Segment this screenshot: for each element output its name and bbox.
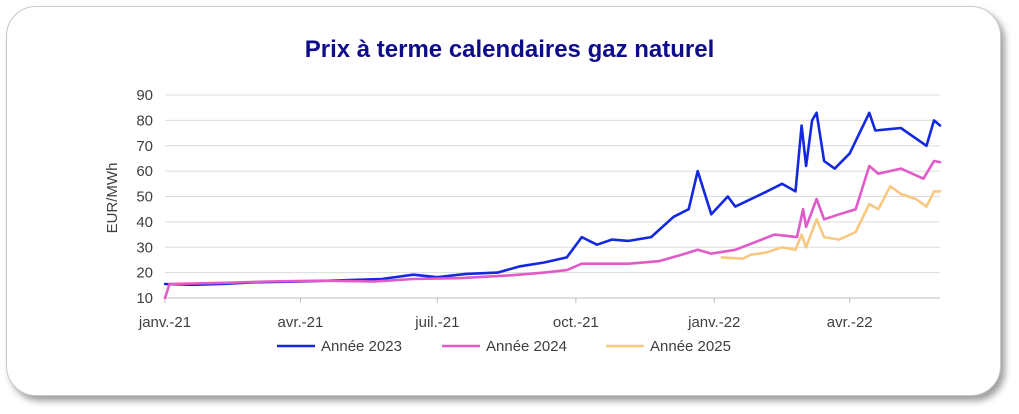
legend: Année 2023 Année 2024 Année 2025	[277, 338, 731, 355]
x-tick-label: oct.-21	[553, 314, 599, 331]
y-tick-label: 50	[136, 189, 153, 206]
x-tick-label: avr.-21	[278, 314, 324, 331]
x-tick-label: juil.-21	[414, 314, 459, 331]
legend-label: Année 2024	[486, 338, 567, 355]
y-tick-label: 10	[136, 290, 153, 307]
x-tick-labels: janv.-21 avr.-21 juil.-21 oct.-21 janv.-22 av…	[138, 314, 873, 331]
series-lines	[163, 111, 942, 300]
y-tick-label: 70	[136, 138, 153, 155]
legend-label: Année 2023	[321, 338, 402, 355]
x-tick-label: janv.-22	[687, 314, 740, 331]
legend-label: Année 2025	[650, 338, 731, 355]
chart-frame	[6, 6, 1001, 396]
y-tick-label: 20	[136, 265, 153, 282]
y-tick-label: 80	[136, 112, 153, 129]
gridlines	[164, 94, 940, 303]
y-tick-labels: 10 20 30 40 50 60 70 80 90	[136, 87, 153, 307]
series-line-2	[163, 159, 942, 300]
series-line-3	[720, 185, 942, 260]
y-tick-label: 40	[136, 214, 153, 231]
x-tick-label: avr.-22	[827, 314, 873, 331]
series-line-1	[163, 111, 942, 287]
y-tick-label: 90	[136, 87, 153, 104]
x-tick-label: janv.-21	[138, 314, 191, 331]
y-tick-label: 30	[136, 239, 153, 256]
chart-title: Prix à terme calendaires gaz naturel	[304, 36, 715, 63]
y-axis-label: EUR/MWh	[104, 163, 121, 234]
y-tick-label: 60	[136, 163, 153, 180]
